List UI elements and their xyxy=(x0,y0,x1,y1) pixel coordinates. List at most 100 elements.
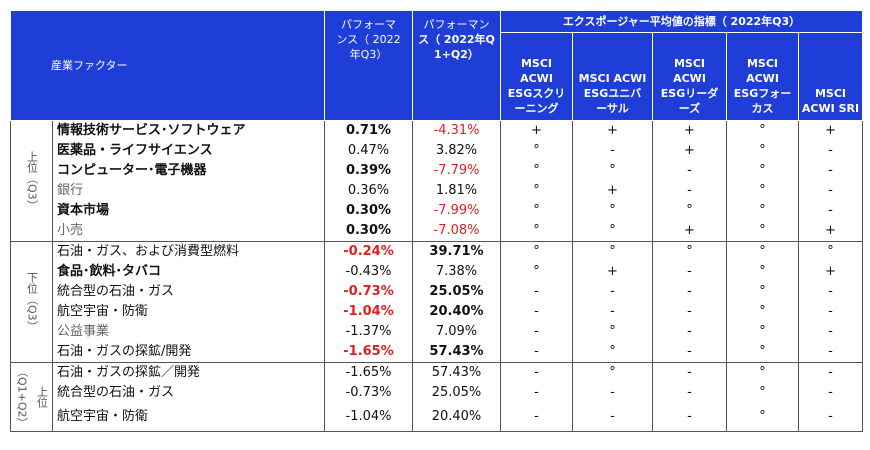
q3-cell: -1.65% xyxy=(324,362,413,383)
mark-cell: ° xyxy=(798,241,863,262)
q1q2-cell: -7.99% xyxy=(412,201,501,221)
mark-cell: - xyxy=(798,161,863,181)
table-row: 統合型の石油・ガス -0.73% 25.05% - - - ° - xyxy=(11,282,863,302)
perf-q1q2-header: パフォーマン ス（ 2022年Q 1+Q2） xyxy=(412,10,501,121)
q3-cell: -0.73% xyxy=(324,383,413,403)
table-row: 下位（Q3） 石油・ガス、および消費型燃料 -0.24% 39.71% ° ° … xyxy=(10,241,863,363)
factor-cell: 統合型の石油・ガス xyxy=(52,282,325,302)
index-3-l3: ESGフォー xyxy=(733,87,792,100)
mark-cell: ° xyxy=(726,181,799,201)
table-row: 石油・ガスの探鉱/開発 -1.65% 57.43% - ° - ° - xyxy=(11,342,863,363)
index-0-l2: ACWI xyxy=(520,72,553,85)
mark-cell: ° xyxy=(726,362,799,383)
index-4-l4: ACWI SRI xyxy=(801,102,860,115)
mark-cell: + xyxy=(798,262,863,282)
perf-q1q2-line3: 1+Q2） xyxy=(434,48,479,61)
table-row: 公益事業 -1.37% 7.09% - ° - ° - xyxy=(11,322,863,342)
mark-cell: ° xyxy=(726,282,799,302)
q3-cell: -1.04% xyxy=(324,403,413,432)
perf-q3-line3: 年Q3） xyxy=(349,48,388,61)
mark-cell: - xyxy=(652,181,727,201)
exposure-header: エクスポージャー平均値の指標（ 2022年Q3） xyxy=(500,10,863,33)
factor-cell: 小売 xyxy=(52,221,325,242)
factor-cell: 航空宇宙・防衛 xyxy=(52,302,325,322)
mark-cell: + xyxy=(798,221,863,242)
mark-cell: + xyxy=(500,120,573,141)
q3-cell: 0.36% xyxy=(324,181,413,201)
mark-cell: ° xyxy=(726,322,799,342)
q1q2-cell: 7.38% xyxy=(412,262,501,282)
mark-cell: ° xyxy=(726,141,799,161)
exposure-table-container: 産業ファクター パフォーマ ンス（ 2022 年Q3） パフォーマン ス（ 20… xyxy=(10,10,863,432)
table-row: 医薬品・ライフサイエンス 0.47% 3.82% ° - + ° - xyxy=(11,141,863,161)
mark-cell: + xyxy=(652,120,727,141)
index-2-l2: ACWI xyxy=(673,72,706,85)
factor-cell: 資本市場 xyxy=(52,201,325,221)
mark-cell: ° xyxy=(500,221,573,242)
q1q2-cell: -7.79% xyxy=(412,161,501,181)
q1q2-cell: 20.40% xyxy=(412,302,501,322)
mark-cell: - xyxy=(798,141,863,161)
factor-cell: 医薬品・ライフサイエンス xyxy=(52,141,325,161)
group-label-top-q1q2: 上位（Q1+Q2） xyxy=(10,362,53,432)
mark-cell: - xyxy=(652,262,727,282)
factor-cell: 石油・ガスの探鉱／開発 xyxy=(52,362,325,383)
table-row: 銀行 0.36% 1.81% ° + - ° - xyxy=(11,181,863,201)
mark-cell: ° xyxy=(726,201,799,221)
table-row: 食品･飲料･タバコ -0.43% 7.38% ° + - ° + xyxy=(11,262,863,282)
perf-q1q2-line1: パフォーマン xyxy=(423,18,490,31)
table-row: 上位（Q1+Q2） 石油・ガスの探鉱／開発 -1.65% 57.43% - ° … xyxy=(10,362,863,432)
mark-cell: - xyxy=(798,201,863,221)
mark-cell: - xyxy=(572,302,653,322)
mark-cell: - xyxy=(652,302,727,322)
q1q2-cell: 25.05% xyxy=(412,383,501,403)
mark-cell: ° xyxy=(726,383,799,403)
mark-cell: ° xyxy=(572,201,653,221)
index-3-l1: MSCI xyxy=(746,57,779,70)
mark-cell: - xyxy=(500,302,573,322)
mark-cell: - xyxy=(572,403,653,432)
mark-cell: - xyxy=(652,362,727,383)
q1q2-cell: 25.05% xyxy=(412,282,501,302)
index-4-l3: MSCI xyxy=(814,87,847,100)
mark-cell: - xyxy=(798,302,863,322)
index-header-1: MSCI ACWI ESGユニバ ーサル xyxy=(572,32,653,121)
index-header-2: MSCI ACWI ESGリーダ ーズ xyxy=(652,32,727,121)
mark-cell: - xyxy=(798,181,863,201)
mark-cell: ° xyxy=(652,241,727,262)
q1q2-cell: 57.43% xyxy=(412,342,501,363)
q1q2-cell: 20.40% xyxy=(412,403,501,432)
mark-cell: ° xyxy=(726,403,799,432)
table-row: 航空宇宙・防衛 -1.04% 20.40% - - - ° - xyxy=(11,403,863,432)
mark-cell: ° xyxy=(726,302,799,322)
index-0-l1: MSCI xyxy=(520,57,553,70)
q1q2-cell: 39.71% xyxy=(412,241,501,262)
mark-cell: - xyxy=(652,383,727,403)
mark-cell: + xyxy=(572,181,653,201)
factor-header-label: 産業ファクター xyxy=(51,59,128,72)
mark-cell: - xyxy=(572,282,653,302)
mark-cell: + xyxy=(572,120,653,141)
q3-cell: 0.71% xyxy=(324,120,413,141)
mark-cell: ° xyxy=(572,322,653,342)
factor-cell: コンピューター･電子機器 xyxy=(52,161,325,181)
q3-cell: 0.30% xyxy=(324,221,413,242)
mark-cell: + xyxy=(572,262,653,282)
mark-cell: - xyxy=(500,282,573,302)
q3-cell: -0.24% xyxy=(324,241,413,262)
perf-q1q2-line2: ス（ 2022年Q xyxy=(418,33,495,46)
table-row: 資本市場 0.30% -7.99% ° ° ° ° - xyxy=(11,201,863,221)
q3-cell: -0.73% xyxy=(324,282,413,302)
factor-cell: 統合型の石油・ガス xyxy=(52,383,325,403)
q3-cell: 0.39% xyxy=(324,161,413,181)
mark-cell: - xyxy=(500,342,573,363)
table-row: コンピューター･電子機器 0.39% -7.79% ° ° - ° - xyxy=(11,161,863,181)
index-header-0: MSCI ACWI ESGスクリ ーニング xyxy=(500,32,573,121)
group-label-top-q3: 上位（Q3） xyxy=(10,120,53,242)
q1q2-cell: 1.81% xyxy=(412,181,501,201)
mark-cell: - xyxy=(798,403,863,432)
index-0-l4: ーニング xyxy=(514,102,559,115)
index-1-l2: MSCI ACWI xyxy=(578,72,647,85)
perf-q3-line1: パフォーマ xyxy=(341,18,396,31)
table-row: 上位（Q3） 情報技術サービス･ソフトウェア 0.71% -4.31% + + … xyxy=(10,120,863,242)
